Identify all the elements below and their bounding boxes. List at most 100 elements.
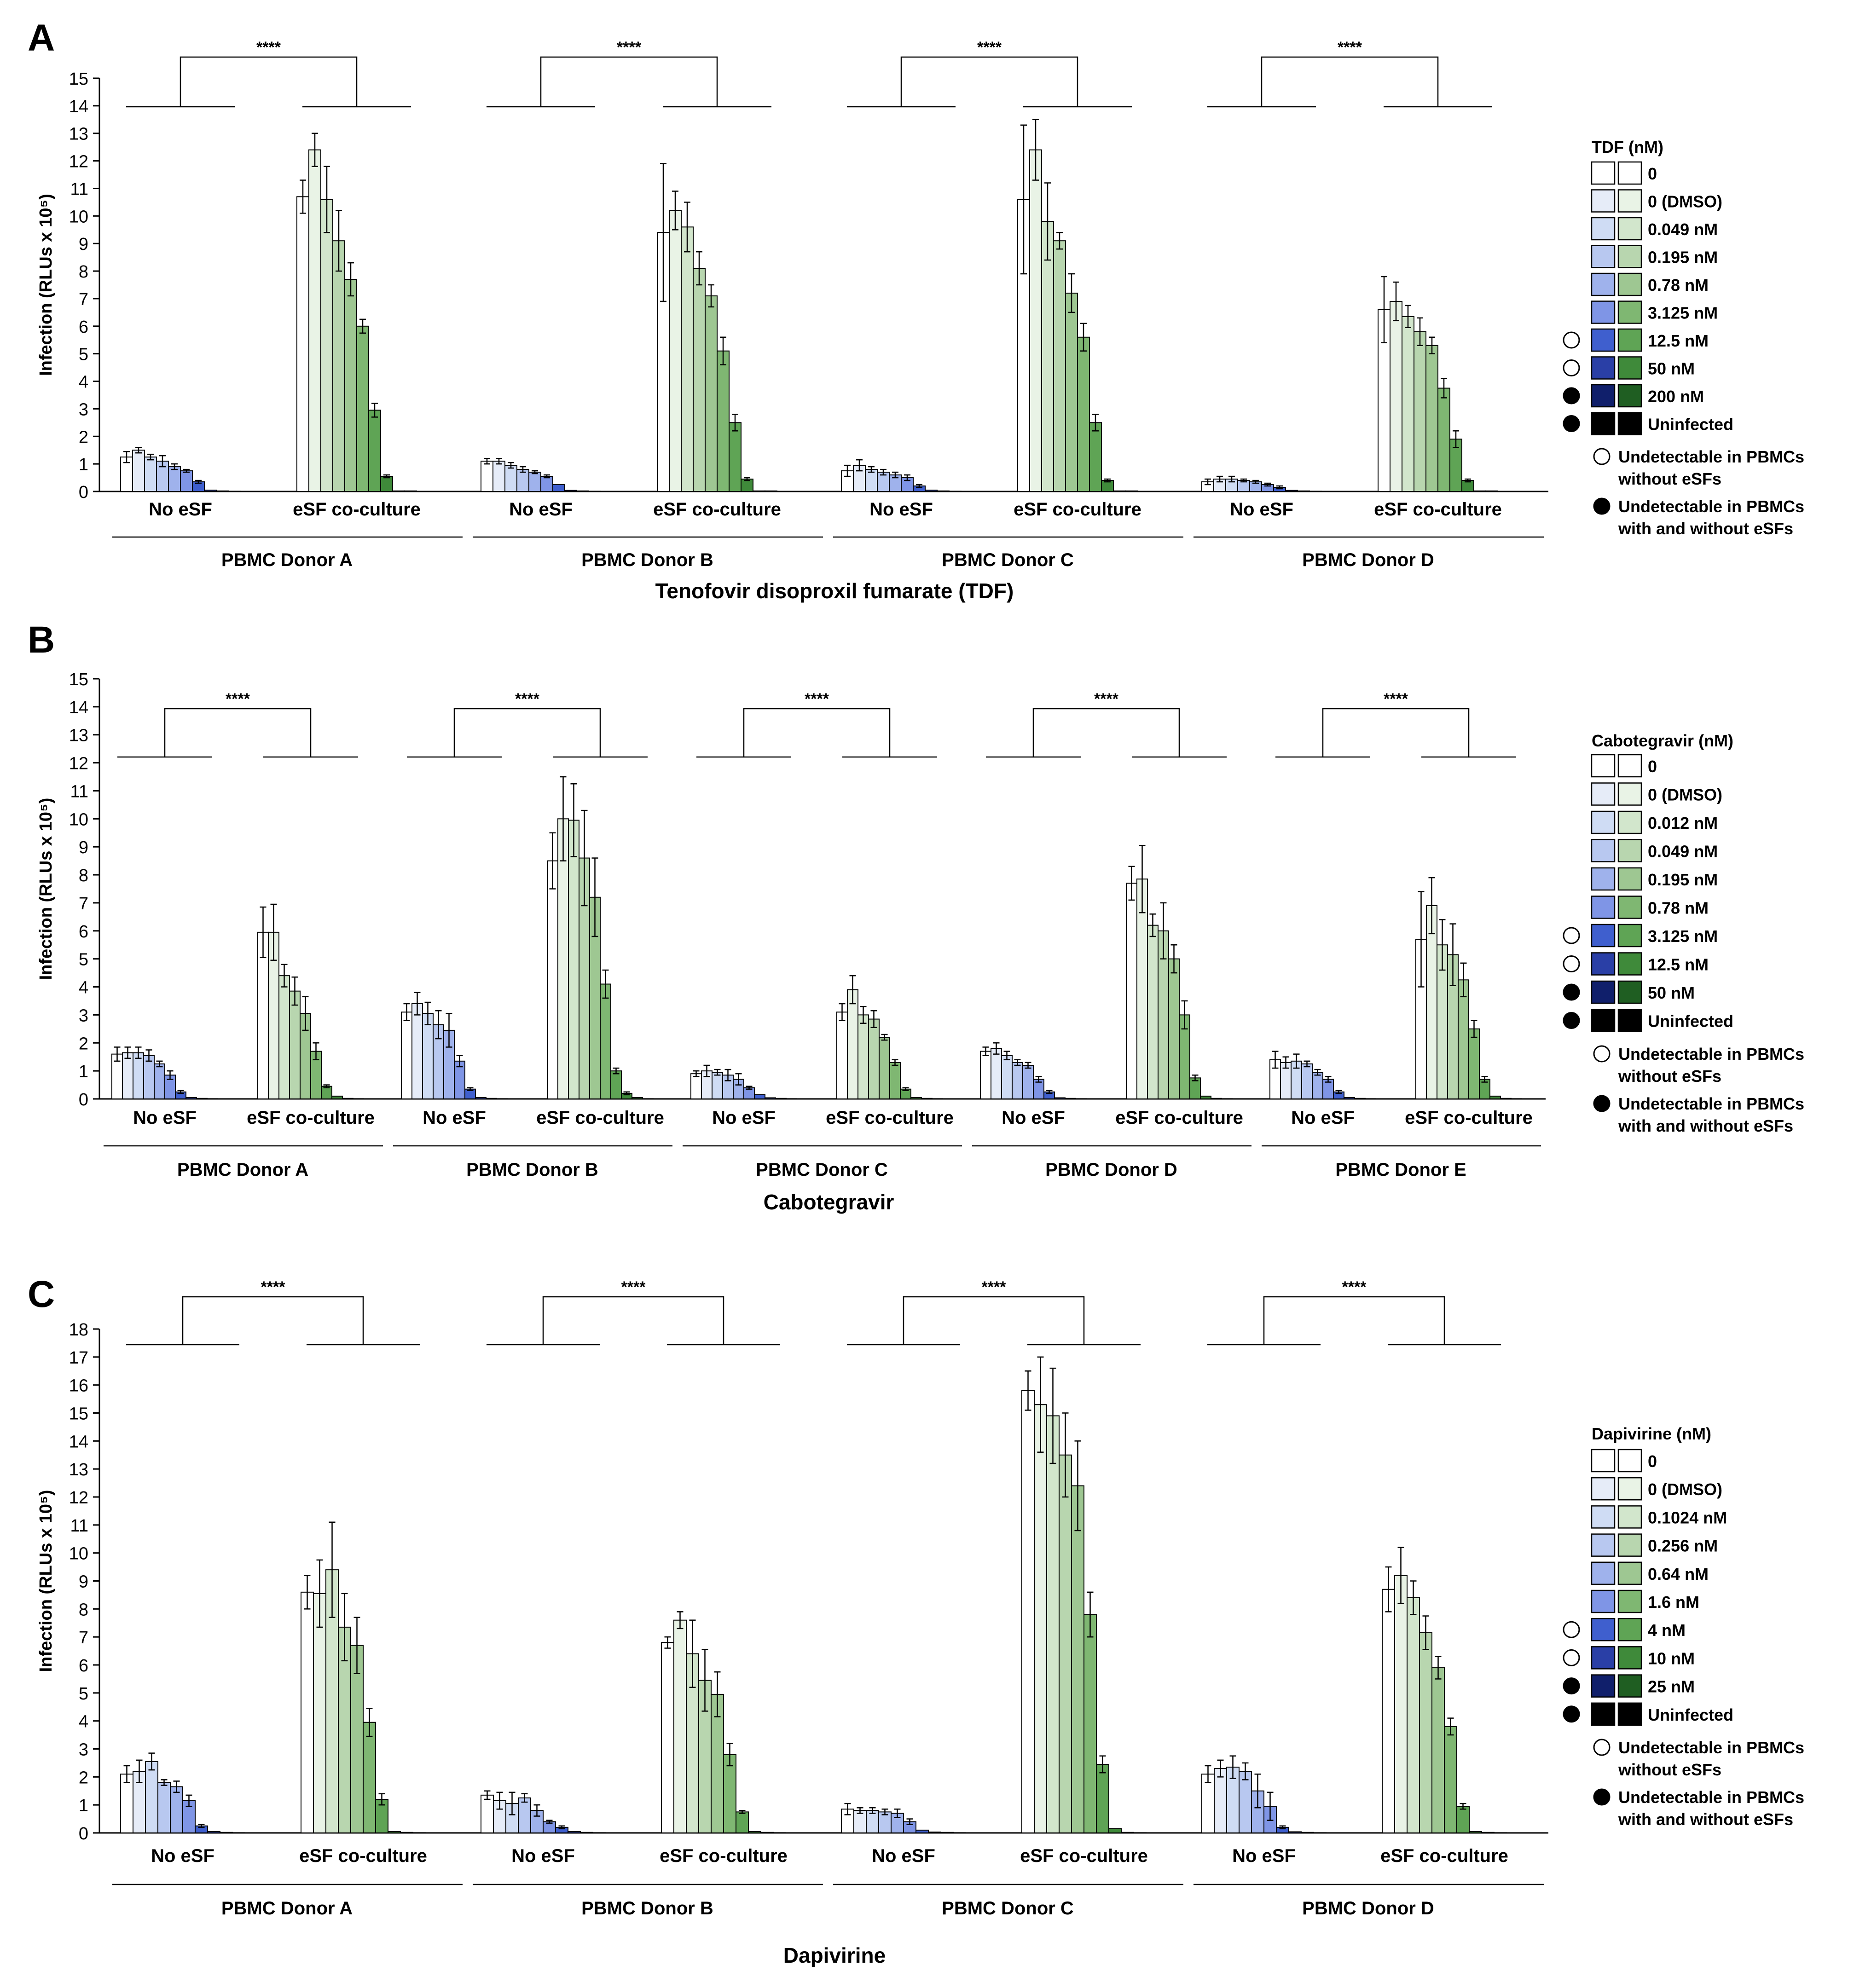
- y-tick-label: 5: [79, 345, 88, 364]
- legend-swatch-green: [1617, 867, 1642, 891]
- bar: [1312, 1072, 1323, 1100]
- bar: [1426, 905, 1437, 1100]
- bar: [518, 1797, 531, 1833]
- legend-note-open-line: Undetectable in PBMCs: [1618, 1045, 1804, 1063]
- legend-swatch-blue: [1591, 245, 1616, 268]
- bar: [1012, 1062, 1023, 1099]
- filled-circle-icon: [1563, 983, 1580, 1001]
- condition-label: No eSF: [869, 499, 933, 520]
- significance-bracket: [542, 1296, 724, 1345]
- bar: [422, 1013, 434, 1100]
- bar: [313, 1593, 326, 1833]
- open-circle-icon: [1593, 1739, 1611, 1756]
- legend-item-label: 0 (DMSO): [1648, 192, 1722, 211]
- bar: [775, 1098, 787, 1100]
- bar: [320, 199, 333, 492]
- bar: [1034, 1404, 1047, 1833]
- bar: [1425, 345, 1438, 492]
- bar: [1059, 1454, 1072, 1833]
- condition-label: No eSF: [712, 1108, 776, 1128]
- legend-swatch-blue: [1591, 980, 1616, 1004]
- significance-label: ****: [261, 1278, 286, 1296]
- condition-label: No eSF: [1291, 1108, 1355, 1128]
- bar: [1029, 149, 1042, 492]
- bar: [180, 470, 193, 492]
- bar: [921, 1098, 933, 1100]
- legend-note-open-line: without eSFs: [1618, 1067, 1721, 1086]
- open-circle-icon: [1563, 927, 1580, 944]
- legend-item-label: 3.125 nM: [1648, 304, 1718, 323]
- bar: [1301, 1063, 1313, 1100]
- legend-title: Cabotegravir (nM): [1592, 731, 1733, 750]
- y-tick-label: 0: [79, 483, 88, 502]
- donor-group: No eSF eSF co-culture **** PBMC Donor C: [833, 1278, 1183, 1919]
- bar: [1201, 1774, 1215, 1833]
- y-tick-label: 6: [79, 318, 88, 337]
- donor-group: No eSF eSF co-culture **** PBMC Donor A: [112, 1278, 463, 1919]
- legend-title: Dapivirine (nM): [1592, 1424, 1711, 1443]
- legend-swatch-blue: [1591, 1561, 1616, 1585]
- condition-label: eSF co-culture: [293, 499, 421, 520]
- filled-circle-icon: [1563, 1677, 1580, 1695]
- legend-swatch-green: [1617, 1646, 1642, 1670]
- filled-circle-icon: [1593, 497, 1611, 515]
- legend-swatch-green: [1617, 1505, 1642, 1529]
- legend-title: TDF (nM): [1592, 138, 1663, 156]
- bar: [1382, 1589, 1395, 1833]
- legend-swatch-green: [1617, 1589, 1642, 1613]
- bar: [1133, 1832, 1147, 1833]
- bar: [331, 1095, 343, 1099]
- legend-item-label: 3.125 nM: [1648, 927, 1718, 946]
- bar: [363, 1722, 376, 1833]
- bar: [1444, 1726, 1457, 1833]
- legend-swatch-blue: [1591, 1646, 1616, 1670]
- legend-swatch-blue: [1591, 839, 1616, 862]
- legend-swatch-blue: [1591, 782, 1616, 806]
- y-tick-label: 3: [79, 1006, 88, 1025]
- legend-note-filled: Undetectable in PBMCs with and without eS…: [1618, 1094, 1804, 1135]
- legend-swatch-green: [1617, 1561, 1642, 1585]
- legend-note-filled-line: Undetectable in PBMCs: [1618, 1788, 1804, 1807]
- bar: [1147, 925, 1159, 1100]
- y-tick-label: 3: [79, 1740, 88, 1760]
- legend-item-label: 1.6 nM: [1648, 1593, 1699, 1612]
- condition-label: No eSF: [149, 499, 212, 520]
- condition-label: No eSF: [511, 1846, 575, 1866]
- bar: [1211, 1098, 1222, 1100]
- donor-label: PBMC Donor B: [466, 1160, 598, 1180]
- condition-label: No eSF: [1230, 499, 1293, 520]
- bar: [1041, 221, 1054, 492]
- bar: [122, 1052, 133, 1100]
- bar: [220, 1832, 233, 1834]
- significance-bracket: [1322, 708, 1470, 757]
- bar: [1022, 1064, 1034, 1099]
- bar: [145, 1761, 158, 1833]
- bar: [1239, 1771, 1252, 1834]
- bar: [504, 465, 517, 492]
- y-tick-label: 5: [79, 1684, 88, 1704]
- bar: [133, 1052, 144, 1100]
- bar: [1214, 1768, 1227, 1833]
- y-tick-label: 11: [70, 782, 88, 801]
- legend-swatch-green: [1617, 1533, 1642, 1557]
- significance-bracket: [182, 1296, 364, 1345]
- bar: [717, 350, 730, 492]
- bar: [712, 1072, 723, 1100]
- bar: [496, 1098, 508, 1100]
- condition-label: eSF co-culture: [1405, 1108, 1533, 1128]
- legend-note-open-line: Undetectable in PBMCs: [1618, 447, 1804, 466]
- bar: [610, 1070, 622, 1099]
- significance-label: ****: [617, 39, 642, 56]
- legend-swatch-blue: [1591, 810, 1616, 834]
- condition-label: No eSF: [1002, 1108, 1065, 1128]
- legend-note-filled: Undetectable in PBMCs with and without eS…: [1618, 497, 1804, 538]
- bar: [132, 450, 145, 492]
- donor-group: No eSF eSF co-culture **** PBMC Donor A: [112, 39, 463, 570]
- bar: [857, 1014, 869, 1099]
- significance-bracket: [1261, 56, 1439, 107]
- panel-label: C: [28, 1273, 55, 1315]
- bar: [729, 422, 742, 492]
